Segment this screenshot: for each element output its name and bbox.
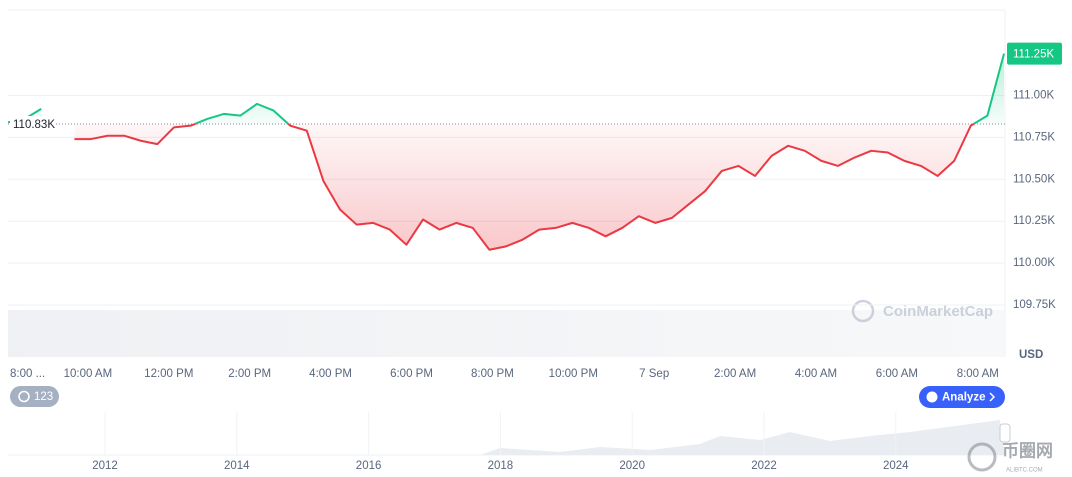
x-tick-label: 10:00 PM [549, 368, 598, 380]
current-price-bg [1007, 42, 1062, 65]
watermark-text: CoinMarketCap [883, 303, 993, 320]
navigator-handle[interactable] [999, 423, 1011, 443]
y-tick-label: 111.00K [1013, 90, 1054, 102]
x-tick-label: 6:00 PM [390, 368, 433, 380]
x-tick-label: 8:00 AM [957, 368, 999, 380]
x-tick-label: 4:00 PM [309, 368, 352, 380]
navigator-year: 2020 [619, 460, 645, 472]
navigator-area [8, 420, 1005, 455]
history-badge: 123 [10, 386, 59, 407]
analyze-icon [926, 391, 938, 403]
baseline-label: 110.83K [13, 119, 55, 131]
x-tick-label: 6:00 AM [876, 368, 918, 380]
x-tick-label: 12:00 PM [144, 368, 193, 380]
y-tick-label: 110.25K [1013, 215, 1055, 227]
navigator-year: 2016 [356, 460, 382, 472]
chevron [989, 392, 996, 402]
volume-band [8, 310, 1005, 357]
x-tick-label: 8:00 PM [471, 368, 514, 380]
x-tick-label: 7 Sep [639, 368, 669, 380]
watermark: CoinMarketCap [851, 299, 993, 323]
y-tick-label: 110.50K [1013, 173, 1055, 185]
site-watermark: 币圈网 ALIBTC.COM [967, 441, 1053, 474]
navigator-year: 2012 [92, 460, 118, 472]
x-tick-label: 2:00 PM [228, 368, 271, 380]
analyze-text[interactable]: Analyze [942, 392, 985, 404]
navigator-year: 2024 [883, 460, 909, 472]
x-tick-label: 4:00 AM [795, 368, 837, 380]
navigator-year: 2014 [224, 460, 250, 472]
price-area [8, 53, 1004, 250]
plot [7, 53, 1005, 306]
baseline-label-bg [10, 115, 56, 132]
navigator-years: 2012 2014 2016 2018 2020 2022 2024 [92, 412, 909, 472]
y-tick-label: 109.75K [1013, 299, 1056, 311]
watermark-logo [851, 299, 875, 323]
clock-icon [18, 390, 30, 403]
navigator-year: 2022 [751, 460, 777, 472]
navigator: 2012 2014 2016 2018 2020 2022 2024 [8, 412, 1011, 472]
analyze-bg[interactable] [919, 386, 1005, 408]
navigator-year: 2018 [488, 460, 514, 472]
site-name: 币圈网 [1002, 441, 1053, 460]
y-tick-label: 110.00K [1013, 257, 1055, 269]
y-tick-label: 110.75K [1013, 131, 1055, 143]
currency-label: USD [1019, 349, 1043, 361]
current-price-label: 111.25K [1013, 49, 1054, 61]
badge-text: 123 [34, 391, 53, 403]
analyze-button[interactable]: Analyze [919, 386, 1005, 408]
x-tick-label: 8:00 ... [10, 368, 45, 380]
x-tick-label: 2:00 AM [714, 368, 756, 380]
site-logo [967, 442, 997, 472]
site-url: ALIBTC.COM [1006, 468, 1043, 474]
x-tick-label: 10:00 AM [64, 368, 113, 380]
